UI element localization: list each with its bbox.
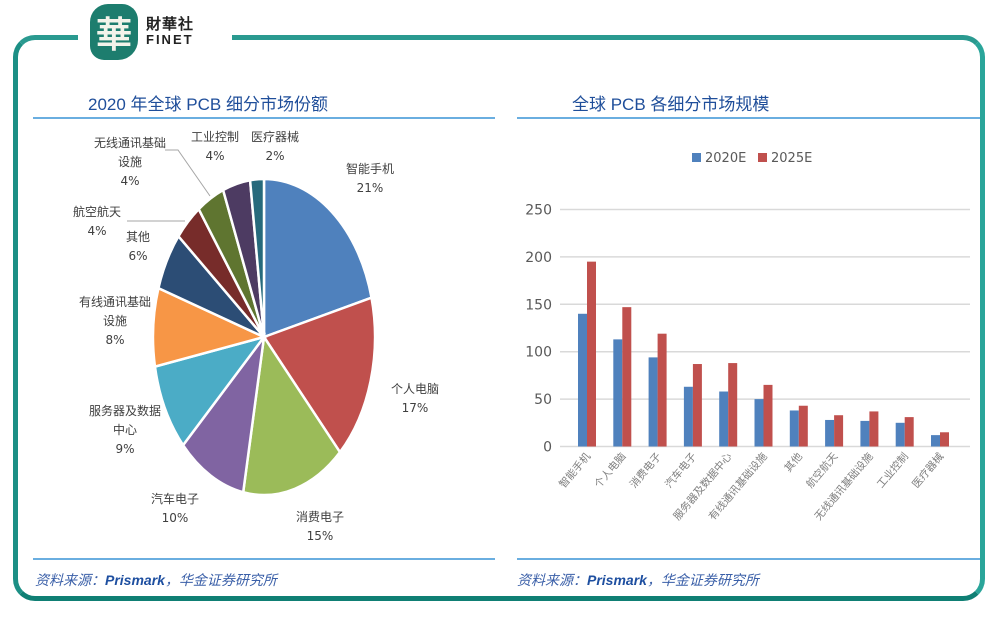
pie-label: 有线通讯基础 设施 8% (78, 295, 151, 347)
bar-chart-title: 全球 PCB 各细分市场规模 (572, 95, 770, 114)
right-title-divider (517, 117, 980, 119)
x-tick-label: 服务器及数据中心 (671, 450, 735, 523)
legend-swatch-2025E (758, 153, 767, 162)
bar-2020E (613, 339, 623, 447)
bar-2020E (825, 419, 835, 447)
pie-label: 航空航天 4% (72, 205, 121, 238)
x-tick-label: 汽车电子 (662, 450, 699, 491)
pie-label: 个人电脑 17% (390, 382, 439, 415)
bar-2020E (683, 386, 693, 447)
bar-chart: 2020E 2025E 0 50 100 150 200 250 智能手机 个人电脑 消费电子 汽车电… (525, 151, 970, 523)
pie-slice (262, 296, 377, 455)
pie-label: 工业控制 4% (190, 130, 239, 163)
pie-chart-title: 2020 年全球 PCB 细分市场份额 (88, 95, 328, 114)
y-tick-label: 100 (525, 345, 552, 361)
y-tick-label: 200 (525, 250, 552, 266)
pie-label: 医疗器械 2% (250, 130, 299, 163)
left-source-divider (33, 558, 495, 560)
bar-2025E (834, 415, 844, 447)
x-tick-label: 个人电脑 (592, 450, 629, 491)
bar-2020E (648, 357, 658, 447)
right-source-divider (517, 558, 980, 560)
pie-label: 服务器及数据 中心 9% (88, 404, 161, 456)
pie-label: 其他 6% (125, 230, 150, 263)
pie-slice (181, 332, 266, 494)
bar-2025E (763, 384, 773, 447)
bar-2025E (798, 405, 808, 447)
pie-label: 智能手机 21% (345, 162, 394, 195)
pie-chart (127, 149, 377, 497)
y-tick-label: 50 (534, 392, 552, 408)
bar-2020E (578, 313, 587, 447)
bar-2025E (940, 432, 949, 447)
pie-slice (262, 177, 373, 339)
bar-2025E (692, 364, 702, 447)
y-tick-label: 250 (525, 203, 552, 219)
x-tick-label: 工业控制 (874, 450, 911, 491)
x-tick-label: 有线通讯基础设施 (706, 450, 770, 523)
bar-2025E (657, 333, 667, 447)
x-tick-label: 航空航天 (803, 450, 840, 491)
bar-2020E (789, 410, 799, 447)
legend-swatch-2020E (692, 153, 701, 162)
pie-label: 无线通讯基础 设施 4% (93, 136, 166, 188)
pie-label: 消费电子 15% (295, 510, 344, 543)
bar-2025E (728, 363, 738, 447)
x-tick-label: 医疗器械 (909, 450, 946, 491)
bar-2020E (931, 435, 940, 447)
y-tick-label: 0 (543, 440, 552, 456)
bar-2020E (754, 399, 764, 447)
pie-slice (241, 333, 342, 497)
right-source-note: 资料来源：Prismark，华金证券研究所 (517, 572, 759, 589)
bar-2020E (719, 391, 729, 447)
left-title-divider (33, 117, 495, 119)
y-tick-label: 150 (525, 297, 552, 313)
x-tick-label: 无线通讯基础设施 (812, 450, 876, 523)
brand-name-cn: 財華社 (146, 15, 195, 33)
left-source-note: 资料来源：Prismark，华金证券研究所 (35, 572, 277, 589)
legend-label: 2020E (705, 151, 746, 166)
bar-2025E (904, 417, 914, 447)
brand-name-en: FINET (146, 32, 194, 47)
finet-logo-icon: 華 (90, 4, 138, 60)
x-tick-label: 智能手机 (556, 450, 593, 491)
bar-2025E (869, 411, 879, 447)
outer-frame (13, 35, 985, 601)
legend-label: 2025E (771, 151, 812, 166)
bar-2020E (895, 422, 905, 447)
pie-label: 汽车电子 10% (150, 492, 199, 525)
bar-2020E (860, 420, 870, 447)
pie-slice (153, 334, 268, 448)
pie-slice (248, 177, 266, 338)
bar-2025E (587, 261, 596, 447)
x-tick-label: 其他 (782, 450, 806, 475)
bar-2025E (622, 307, 632, 447)
x-tick-label: 消费电子 (627, 450, 664, 491)
